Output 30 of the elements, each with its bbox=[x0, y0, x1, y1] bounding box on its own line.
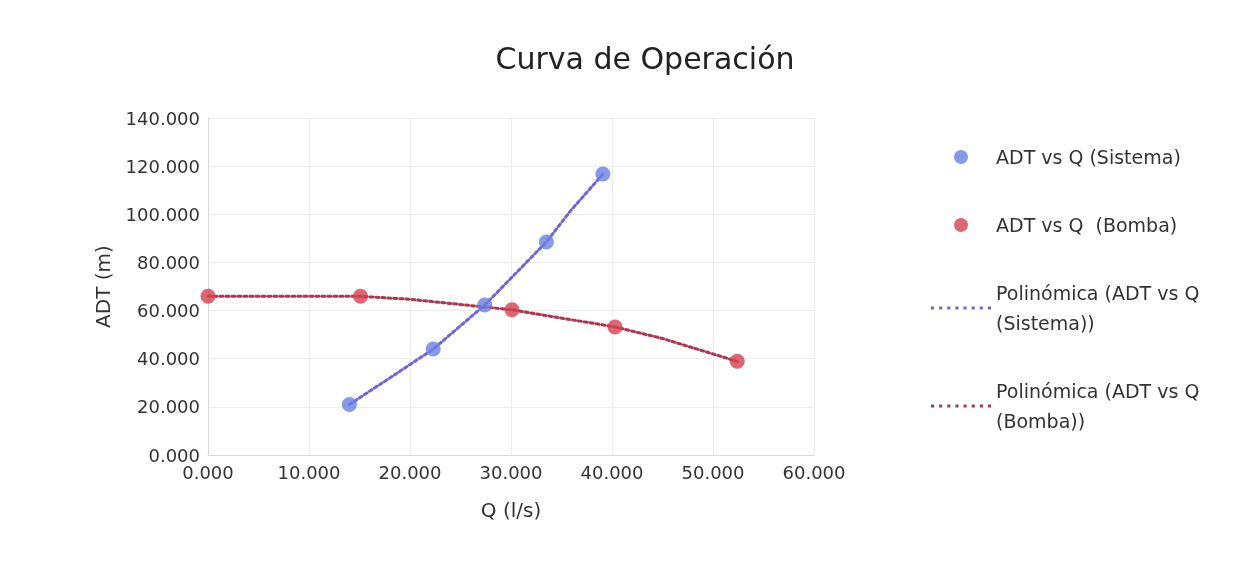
x-tick-label: 50.000 bbox=[681, 461, 745, 483]
point bbox=[729, 353, 745, 369]
y-tick-label: 20.000 bbox=[137, 396, 200, 418]
point bbox=[341, 396, 357, 412]
y-tick-label: 120.000 bbox=[125, 155, 200, 177]
point bbox=[425, 341, 441, 357]
y-tick-label: 100.000 bbox=[125, 203, 200, 225]
legend-label: Polinómica (ADT vs Q (Sistema)) bbox=[996, 282, 1206, 334]
x-tick-label: 30.000 bbox=[479, 461, 543, 483]
point bbox=[538, 234, 554, 250]
y-tick-label: 80.000 bbox=[137, 251, 200, 273]
point bbox=[607, 319, 623, 335]
x-tick-label: 60.000 bbox=[782, 461, 846, 483]
point bbox=[504, 302, 520, 318]
point bbox=[477, 297, 493, 313]
x-axis-title: Q (l/s) bbox=[480, 498, 542, 522]
point bbox=[595, 166, 611, 182]
x-tick-label: 40.000 bbox=[580, 461, 644, 483]
y-tick-label: 60.000 bbox=[137, 300, 200, 322]
point bbox=[200, 288, 216, 304]
y-tick-label: 40.000 bbox=[137, 348, 200, 370]
y-tick-label: 140.000 bbox=[125, 107, 200, 129]
x-tick-label: 10.000 bbox=[277, 461, 341, 483]
x-tick-label: 20.000 bbox=[378, 461, 442, 483]
y-axis-title: ADT (m) bbox=[91, 245, 115, 328]
legend-label: ADT vs Q (Bomba) bbox=[996, 214, 1178, 236]
chart-title: Curva de Operación bbox=[495, 40, 795, 76]
point bbox=[353, 288, 369, 304]
legend-label: Polinómica (ADT vs Q (Bomba)) bbox=[996, 380, 1206, 432]
legend-label: ADT vs Q (Sistema) bbox=[996, 146, 1181, 168]
